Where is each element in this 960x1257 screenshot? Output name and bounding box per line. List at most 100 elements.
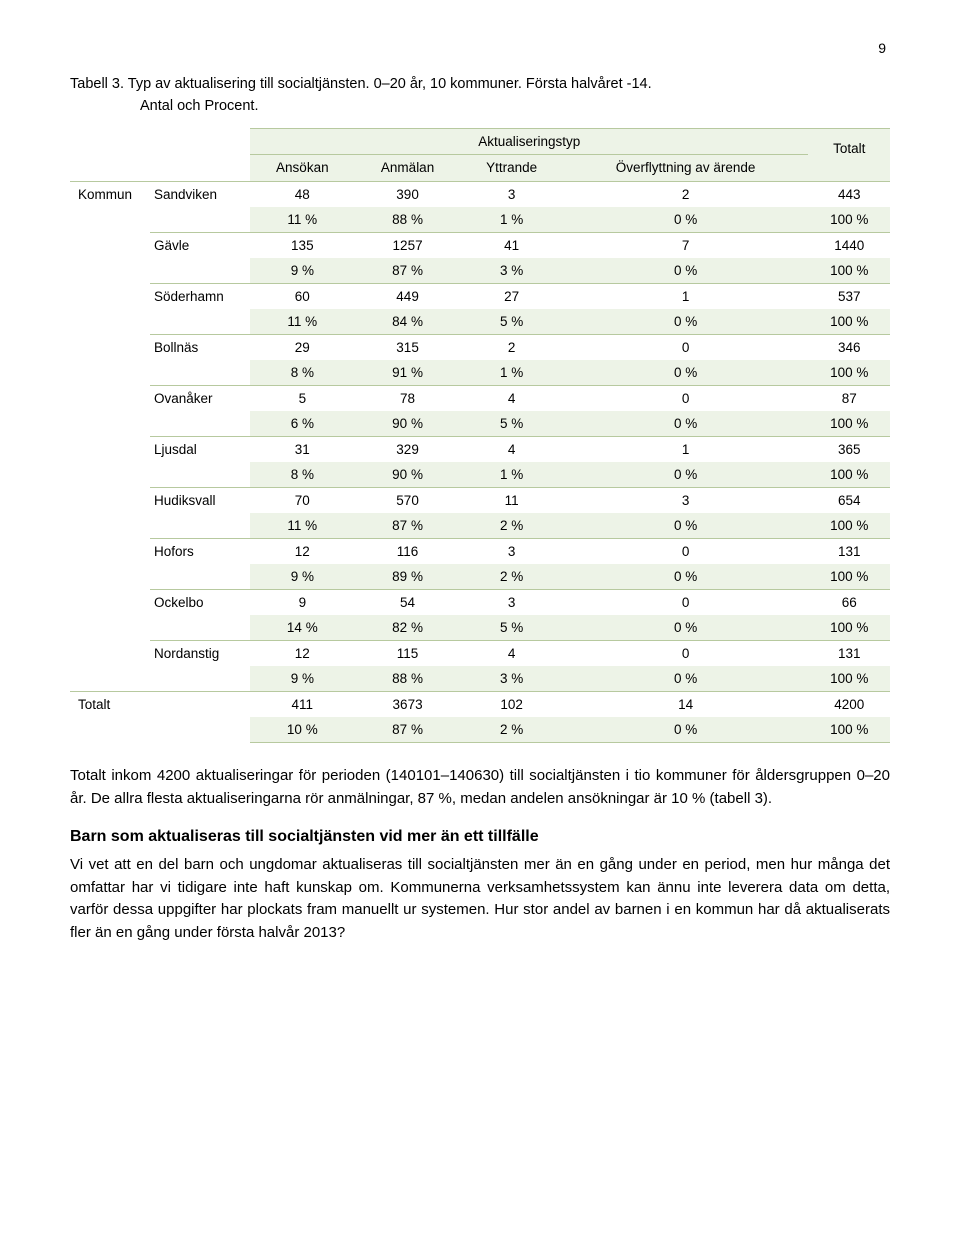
cell-value: 3 xyxy=(461,539,563,565)
kommun-label: Nordanstig xyxy=(150,641,250,692)
cell-pct: 84 % xyxy=(355,309,461,335)
cell-pct: 87 % xyxy=(355,717,461,743)
col-ansokan: Ansökan xyxy=(250,154,355,182)
cell-value: 365 xyxy=(808,437,890,463)
cell-value: 4 xyxy=(461,437,563,463)
cell-value: 2 xyxy=(461,335,563,361)
cell-pct: 100 % xyxy=(808,615,890,641)
kommun-label: Ovanåker xyxy=(150,386,250,437)
cell-value: 135 xyxy=(250,233,355,259)
kommun-label: Ljusdal xyxy=(150,437,250,488)
cell-pct: 88 % xyxy=(355,666,461,692)
cell-value: 131 xyxy=(808,641,890,667)
cell-pct: 2 % xyxy=(461,564,563,590)
cell-value: 0 xyxy=(563,590,809,616)
cell-value: 537 xyxy=(808,284,890,310)
cell-value: 443 xyxy=(808,182,890,208)
cell-value: 5 xyxy=(250,386,355,412)
cell-value: 48 xyxy=(250,182,355,208)
cell-value: 12 xyxy=(250,539,355,565)
total-header: Totalt xyxy=(808,128,890,182)
cell-value: 41 xyxy=(461,233,563,259)
cell-pct: 0 % xyxy=(563,462,809,488)
cell-value: 390 xyxy=(355,182,461,208)
cell-value: 315 xyxy=(355,335,461,361)
kommun-label: Bollnäs xyxy=(150,335,250,386)
cell-pct: 8 % xyxy=(250,462,355,488)
outer-label: Kommun xyxy=(70,182,150,692)
cell-pct: 2 % xyxy=(461,513,563,539)
cell-pct: 11 % xyxy=(250,513,355,539)
kommun-label: Hofors xyxy=(150,539,250,590)
cell-pct: 1 % xyxy=(461,360,563,386)
cell-value: 31 xyxy=(250,437,355,463)
cell-pct: 0 % xyxy=(563,564,809,590)
table-row: Nordanstig1211540131 xyxy=(70,641,890,667)
cell-value: 115 xyxy=(355,641,461,667)
cell-pct: 100 % xyxy=(808,462,890,488)
cell-value: 11 xyxy=(461,488,563,514)
kommun-label: Hudiksvall xyxy=(150,488,250,539)
table-row: Bollnäs2931520346 xyxy=(70,335,890,361)
title-line1: Tabell 3. Typ av aktualisering till soci… xyxy=(70,76,652,92)
cell-value: 3 xyxy=(461,590,563,616)
title-line2: Antal och Procent. xyxy=(140,98,259,114)
table-row: Söderhamn60449271537 xyxy=(70,284,890,310)
cell-pct: 0 % xyxy=(563,309,809,335)
cell-value: 7 xyxy=(563,233,809,259)
cell-pct: 87 % xyxy=(355,258,461,284)
cell-value: 4200 xyxy=(808,692,890,718)
cell-pct: 100 % xyxy=(808,309,890,335)
group-header: Aktualiseringstyp xyxy=(250,128,808,154)
cell-pct: 100 % xyxy=(808,717,890,743)
cell-value: 3673 xyxy=(355,692,461,718)
cell-pct: 5 % xyxy=(461,615,563,641)
cell-pct: 100 % xyxy=(808,207,890,233)
cell-pct: 6 % xyxy=(250,411,355,437)
cell-value: 0 xyxy=(563,386,809,412)
col-anmalan: Anmälan xyxy=(355,154,461,182)
cell-value: 54 xyxy=(355,590,461,616)
cell-pct: 5 % xyxy=(461,309,563,335)
cell-pct: 100 % xyxy=(808,411,890,437)
cell-value: 2 xyxy=(563,182,809,208)
cell-value: 9 xyxy=(250,590,355,616)
cell-value: 654 xyxy=(808,488,890,514)
kommun-label: Söderhamn xyxy=(150,284,250,335)
cell-pct: 100 % xyxy=(808,258,890,284)
cell-value: 102 xyxy=(461,692,563,718)
cell-pct: 9 % xyxy=(250,666,355,692)
total-row: Totalt4113673102144200 xyxy=(70,692,890,718)
aktualisering-table: Aktualiseringstyp Totalt Ansökan Anmälan… xyxy=(70,128,890,744)
cell-pct: 11 % xyxy=(250,207,355,233)
table-row: Ljusdal3132941365 xyxy=(70,437,890,463)
cell-pct: 5 % xyxy=(461,411,563,437)
cell-pct: 88 % xyxy=(355,207,461,233)
cell-value: 0 xyxy=(563,641,809,667)
cell-pct: 90 % xyxy=(355,411,461,437)
cell-value: 3 xyxy=(461,182,563,208)
cell-value: 1440 xyxy=(808,233,890,259)
cell-value: 1257 xyxy=(355,233,461,259)
kommun-label: Sandviken xyxy=(150,182,250,233)
cell-pct: 3 % xyxy=(461,258,563,284)
cell-value: 87 xyxy=(808,386,890,412)
paragraph-2: Vi vet att en del barn och ungdomar aktu… xyxy=(70,854,890,944)
cell-value: 27 xyxy=(461,284,563,310)
table-row: Gävle13512574171440 xyxy=(70,233,890,259)
cell-value: 0 xyxy=(563,335,809,361)
cell-pct: 3 % xyxy=(461,666,563,692)
total-label: Totalt xyxy=(70,692,250,743)
cell-pct: 100 % xyxy=(808,666,890,692)
cell-pct: 2 % xyxy=(461,717,563,743)
cell-pct: 91 % xyxy=(355,360,461,386)
cell-pct: 0 % xyxy=(563,411,809,437)
cell-pct: 100 % xyxy=(808,513,890,539)
kommun-label: Gävle xyxy=(150,233,250,284)
cell-pct: 100 % xyxy=(808,564,890,590)
paragraph-1: Totalt inkom 4200 aktualiseringar för pe… xyxy=(70,765,890,810)
cell-pct: 1 % xyxy=(461,462,563,488)
cell-value: 66 xyxy=(808,590,890,616)
col-overflyttning: Överflyttning av ärende xyxy=(563,154,809,182)
cell-value: 1 xyxy=(563,284,809,310)
